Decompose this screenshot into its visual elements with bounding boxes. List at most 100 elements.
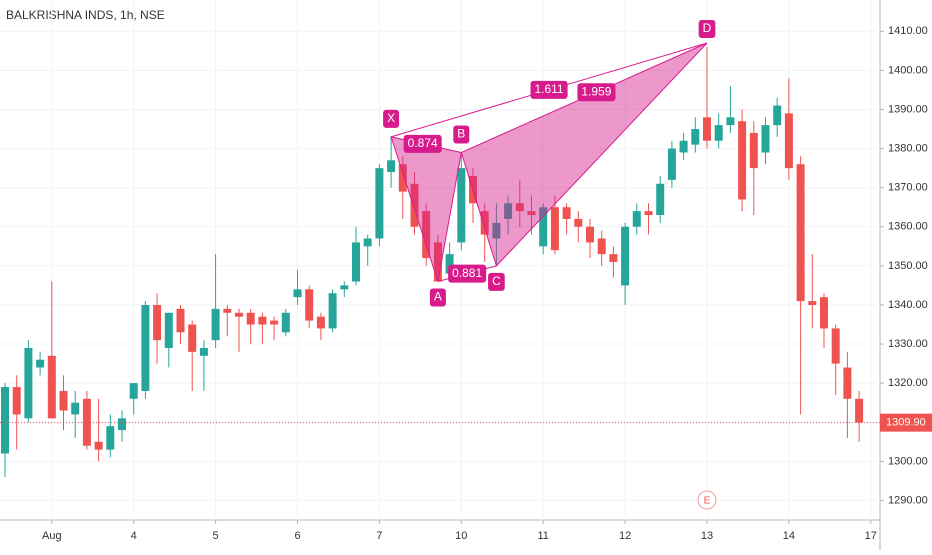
pattern-point-label-box bbox=[488, 272, 505, 291]
candle-body bbox=[738, 121, 747, 200]
candle-body bbox=[246, 312, 255, 325]
pattern-point-label: D bbox=[703, 21, 712, 35]
candle-body bbox=[141, 304, 150, 391]
candle-body bbox=[12, 387, 21, 415]
candle-body bbox=[316, 316, 325, 329]
pattern-point-label: C bbox=[492, 274, 501, 288]
candle-body bbox=[281, 312, 290, 333]
candle-body bbox=[352, 242, 360, 282]
candle-body bbox=[691, 129, 700, 145]
y-tick-label: 1320.00 bbox=[888, 377, 928, 389]
candle-body bbox=[71, 402, 80, 415]
candle-body bbox=[305, 289, 314, 321]
candle-body bbox=[433, 242, 442, 282]
event-marker-label: E bbox=[704, 496, 711, 507]
candle-body bbox=[831, 328, 840, 364]
x-tick-label: 11 bbox=[537, 530, 548, 542]
candle-body bbox=[59, 390, 68, 411]
x-tick-label: Aug bbox=[42, 530, 62, 542]
event-marker bbox=[697, 490, 717, 510]
candle-body bbox=[726, 117, 735, 126]
pattern-ratio-label-box bbox=[403, 134, 442, 153]
pattern-ratio-label: 1.959 bbox=[581, 84, 611, 98]
y-tick-label: 1410.00 bbox=[888, 25, 928, 37]
candle-body bbox=[621, 226, 630, 286]
candle-body bbox=[550, 207, 559, 251]
candle-body bbox=[784, 113, 793, 169]
candle-body bbox=[363, 238, 372, 247]
y-tick-label: 1300.00 bbox=[888, 455, 928, 467]
candle-body bbox=[398, 164, 407, 192]
y-tick-label: 1290.00 bbox=[888, 494, 928, 506]
y-tick-label: 1370.00 bbox=[888, 182, 928, 194]
candle-body bbox=[258, 316, 267, 325]
candle-body bbox=[176, 308, 185, 333]
pattern-point-label-box bbox=[453, 125, 470, 144]
candle-body bbox=[504, 203, 513, 219]
pattern-ratio-label-box bbox=[448, 264, 487, 283]
x-tick-label: 6 bbox=[294, 530, 300, 542]
last-price-label: 1309.90 bbox=[886, 417, 926, 429]
x-tick-label: 4 bbox=[131, 530, 137, 542]
pattern-ratio-label: 0.874 bbox=[408, 136, 438, 150]
y-tick-label: 1330.00 bbox=[888, 338, 928, 350]
candle-body bbox=[223, 308, 232, 313]
candle-body bbox=[410, 183, 419, 227]
candle-body bbox=[749, 132, 758, 169]
pattern-point-label: X bbox=[387, 111, 395, 125]
candle-body bbox=[153, 304, 162, 341]
candle-body bbox=[574, 218, 583, 227]
y-tick-label: 1380.00 bbox=[888, 142, 928, 154]
candle-body bbox=[644, 211, 653, 216]
candle-body bbox=[761, 125, 770, 153]
candle-body bbox=[188, 324, 197, 352]
pattern-point-label: A bbox=[434, 290, 442, 304]
candle-body bbox=[36, 359, 45, 368]
candle-body bbox=[235, 312, 243, 317]
candle-body bbox=[515, 203, 524, 212]
candle-body bbox=[843, 367, 852, 399]
candle-body bbox=[47, 355, 56, 419]
pattern-ratio-label-box bbox=[577, 83, 616, 102]
candle-body bbox=[539, 207, 548, 247]
x-tick-label: 12 bbox=[619, 530, 631, 542]
candle-body bbox=[340, 285, 349, 290]
candle-body bbox=[164, 312, 173, 348]
y-tick-label: 1390.00 bbox=[888, 103, 928, 115]
pattern-ratio-label: 1.611 bbox=[534, 82, 563, 96]
candle-body bbox=[820, 297, 828, 329]
candle-body bbox=[597, 238, 606, 255]
candle-body bbox=[457, 168, 466, 243]
pattern-point-label-box bbox=[698, 20, 716, 39]
y-tick-label: 1400.00 bbox=[888, 64, 928, 76]
candle-body bbox=[609, 254, 618, 262]
candle-body bbox=[632, 211, 641, 227]
candle-body bbox=[562, 207, 571, 219]
candle-body bbox=[387, 160, 396, 173]
pattern-ratio-label-box bbox=[530, 80, 568, 99]
candle-body bbox=[586, 226, 594, 243]
x-tick-label: 13 bbox=[701, 530, 713, 542]
candle-body bbox=[667, 148, 676, 180]
candle-body bbox=[199, 347, 208, 356]
pattern-ratio-label: 0.881 bbox=[452, 266, 482, 280]
x-tick-label: 7 bbox=[376, 530, 382, 542]
candle-body bbox=[703, 117, 711, 141]
candle-body bbox=[445, 254, 454, 274]
candle-body bbox=[293, 289, 302, 298]
candle-body bbox=[679, 140, 688, 153]
last-price-tag bbox=[880, 413, 932, 432]
candle-body bbox=[855, 398, 864, 423]
candle-body bbox=[328, 293, 337, 329]
candle-body bbox=[118, 418, 126, 431]
candle-body bbox=[527, 211, 536, 216]
candle-body bbox=[656, 183, 665, 216]
x-tick-label: 5 bbox=[213, 530, 219, 542]
chart-title: BALKRISHNA INDS, 1h, NSE bbox=[6, 8, 165, 22]
candle-body bbox=[375, 168, 384, 239]
candle-body bbox=[94, 441, 103, 450]
candle-body bbox=[773, 105, 782, 126]
candle-body bbox=[211, 308, 220, 341]
